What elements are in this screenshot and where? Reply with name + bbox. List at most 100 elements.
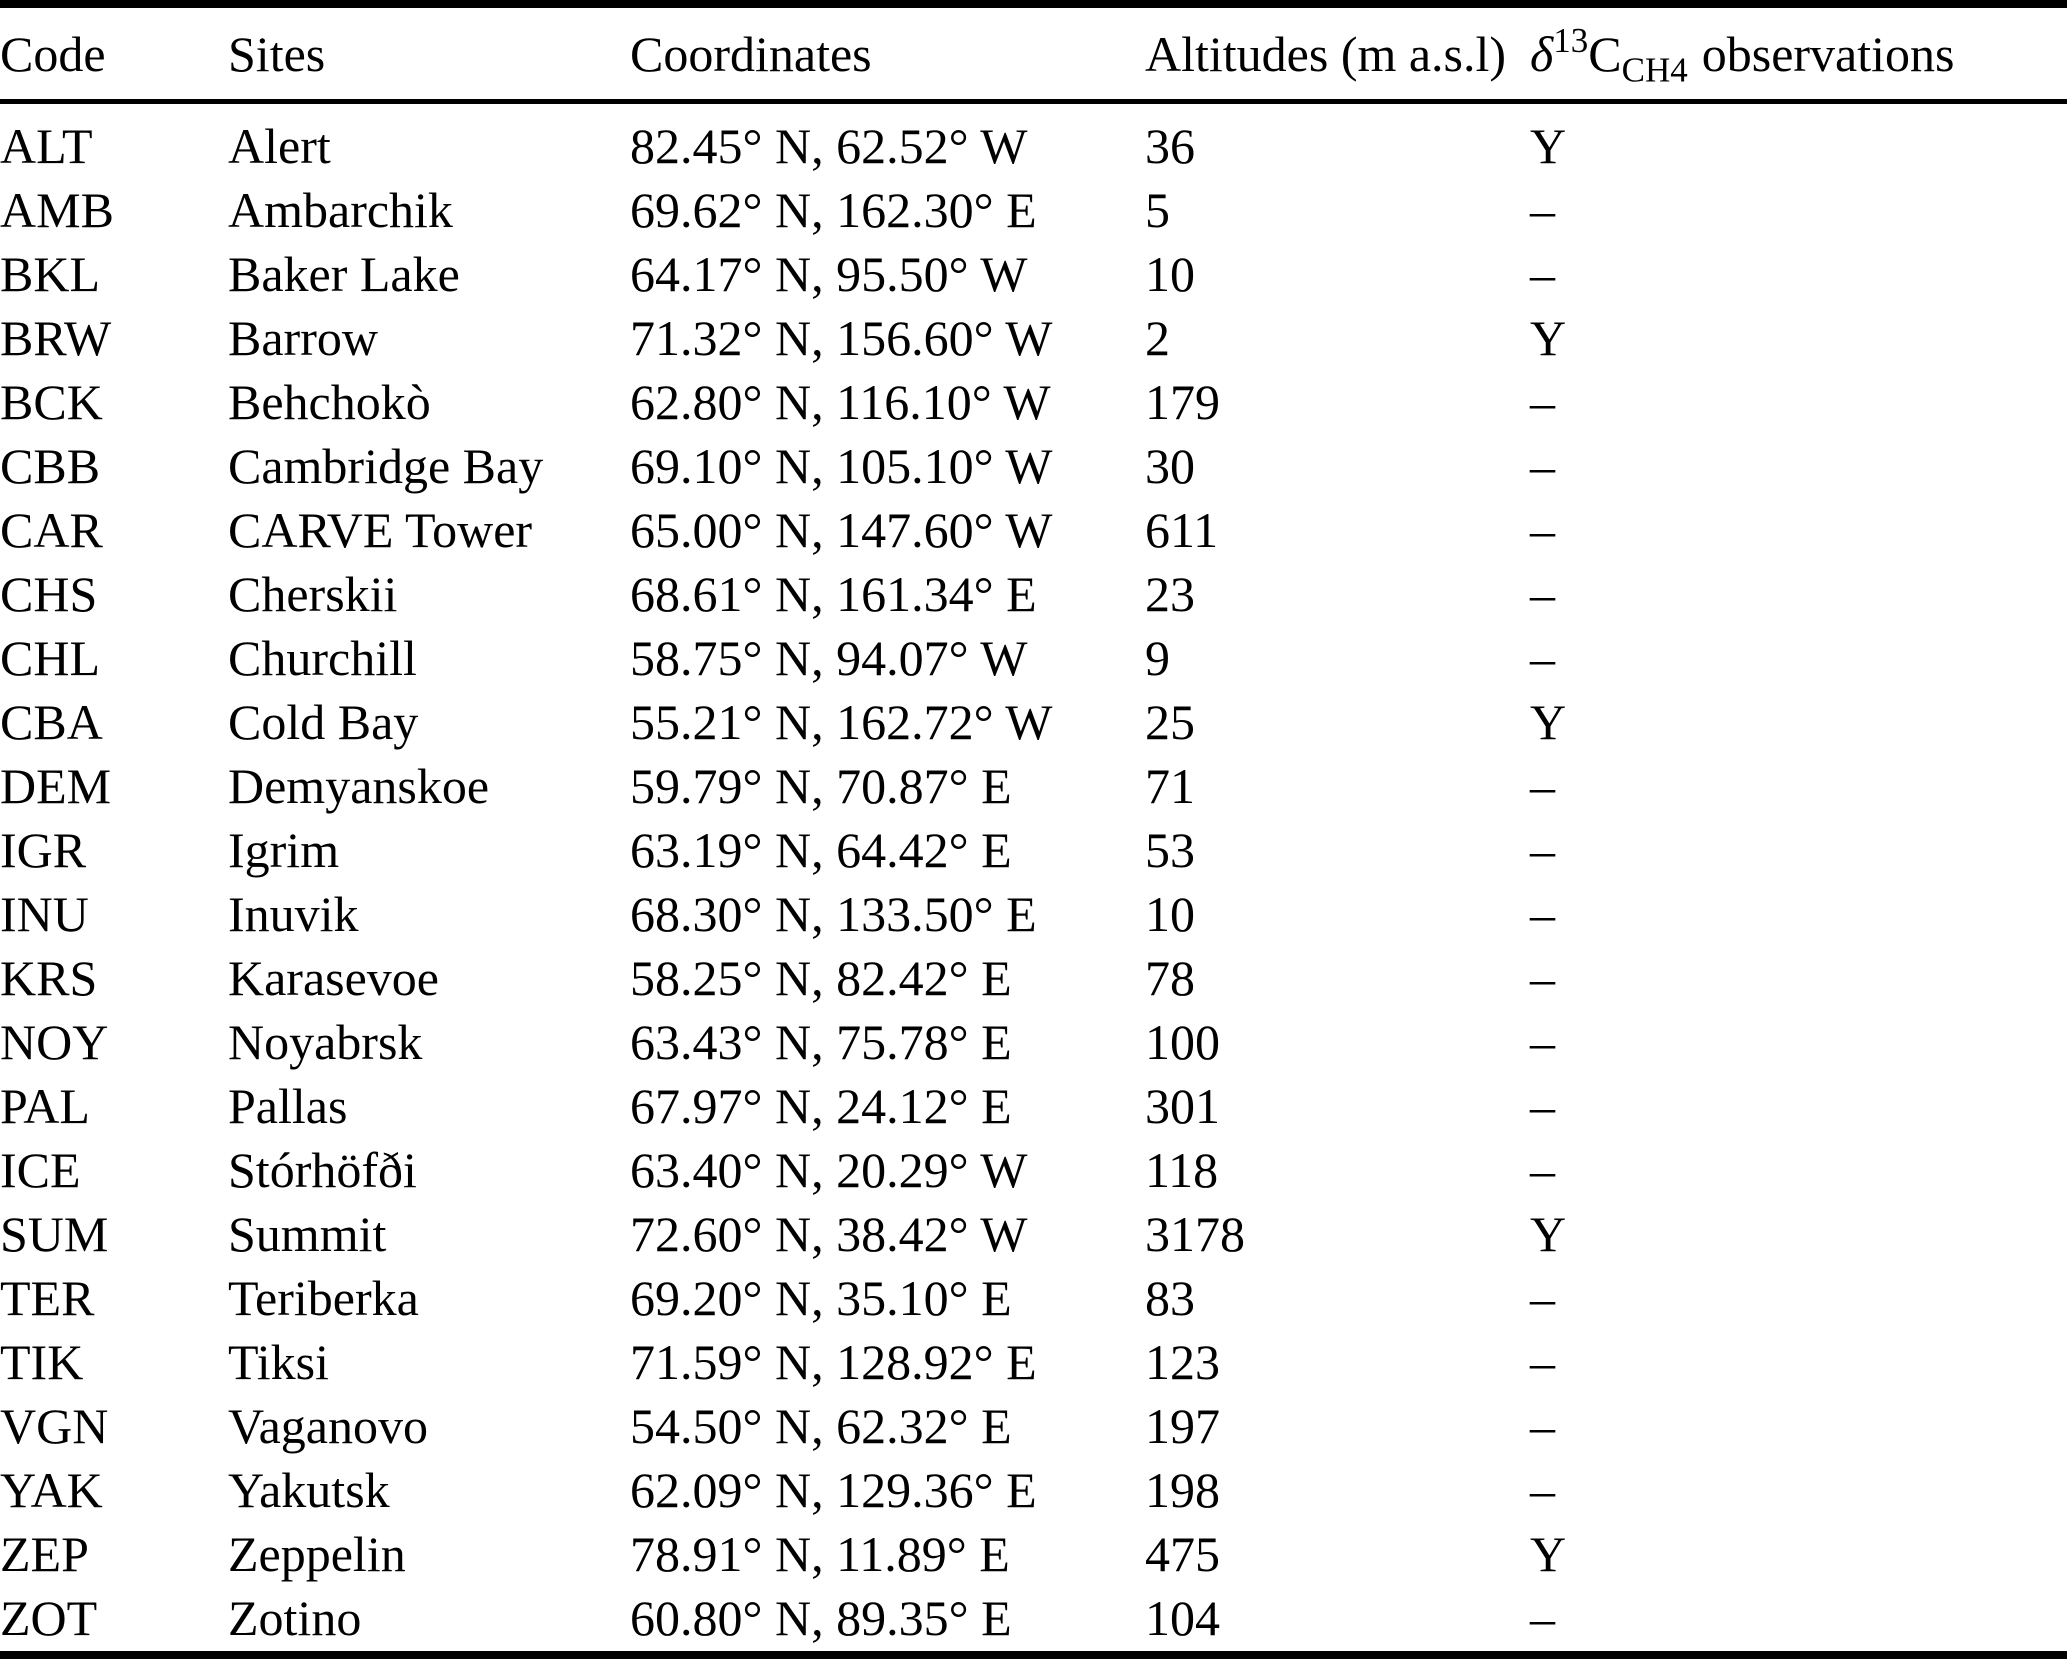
observation-cell: – <box>1530 950 1555 1006</box>
observation-cell: – <box>1530 374 1555 430</box>
site-cell: Stórhöfði <box>228 1142 417 1198</box>
table-row: BKL Baker Lake 64.17° N, 95.50° W 10 – <box>0 242 2067 306</box>
table-row: AMB Ambarchik 69.62° N, 162.30° E 5 – <box>0 178 2067 242</box>
observation-cell: – <box>1530 566 1555 622</box>
site-cell: Teriberka <box>228 1270 419 1326</box>
observation-cell: Y <box>1530 118 1567 174</box>
observation-cell: – <box>1530 630 1555 686</box>
delta-symbol: δ <box>1530 25 1554 82</box>
site-cell: Zeppelin <box>228 1526 406 1582</box>
table-row: CAR CARVE Tower 65.00° N, 147.60° W 611 … <box>0 498 2067 562</box>
site-cell: Yakutsk <box>228 1462 390 1518</box>
altitude-cell: 475 <box>1145 1526 1220 1582</box>
coordinates-cell: 58.75° N, 94.07° W <box>630 630 1028 686</box>
observation-cell: – <box>1530 1270 1555 1326</box>
site-cell: Pallas <box>228 1078 348 1134</box>
code-cell: TER <box>0 1270 95 1326</box>
column-header-coordinates: Coordinates <box>630 8 1145 104</box>
observation-cell: – <box>1530 246 1555 302</box>
altitude-cell: 198 <box>1145 1462 1220 1518</box>
table-row: CHS Cherskii 68.61° N, 161.34° E 23 – <box>0 562 2067 626</box>
isotope-13-superscript: 13 <box>1553 20 1589 60</box>
code-cell: NOY <box>0 1014 109 1070</box>
observation-cell: Y <box>1530 1206 1567 1262</box>
table-header: Code Sites Coordinates Altitudes (m a.s.… <box>0 8 2067 104</box>
code-cell: ICE <box>0 1142 81 1198</box>
altitude-cell: 78 <box>1145 950 1195 1006</box>
altitude-cell: 83 <box>1145 1270 1195 1326</box>
site-cell: Igrim <box>228 822 340 878</box>
code-cell: PAL <box>0 1078 90 1134</box>
coordinates-cell: 68.30° N, 133.50° E <box>630 886 1037 942</box>
altitude-cell: 104 <box>1145 1590 1220 1646</box>
site-cell: Demyanskoe <box>228 758 490 814</box>
altitude-cell: 197 <box>1145 1398 1220 1454</box>
coordinates-cell: 60.80° N, 89.35° E <box>630 1590 1012 1646</box>
altitude-cell: 9 <box>1145 630 1170 686</box>
site-cell: Noyabrsk <box>228 1014 423 1070</box>
code-cell: TIK <box>0 1334 84 1390</box>
site-cell: Cambridge Bay <box>228 438 544 494</box>
altitude-cell: 611 <box>1145 502 1219 558</box>
altitude-cell: 71 <box>1145 758 1195 814</box>
code-cell: ALT <box>0 118 93 174</box>
site-cell: Cold Bay <box>228 694 419 750</box>
code-cell: ZOT <box>0 1590 98 1646</box>
coordinates-cell: 64.17° N, 95.50° W <box>630 246 1028 302</box>
table-row: VGN Vaganovo 54.50° N, 62.32° E 197 – <box>0 1394 2067 1458</box>
site-cell: Baker Lake <box>228 246 460 302</box>
coordinates-cell: 71.32° N, 156.60° W <box>630 310 1053 366</box>
altitude-cell: 10 <box>1145 886 1195 942</box>
altitude-cell: 2 <box>1145 310 1170 366</box>
observation-cell: – <box>1530 182 1555 238</box>
column-header-sites: Sites <box>228 8 630 104</box>
table-row: TIK Tiksi 71.59° N, 128.92° E 123 – <box>0 1330 2067 1394</box>
observation-cell: – <box>1530 1142 1555 1198</box>
observation-cell: – <box>1530 1590 1555 1646</box>
site-cell: CARVE Tower <box>228 502 533 558</box>
code-cell: IGR <box>0 822 87 878</box>
observation-cell: – <box>1530 1334 1555 1390</box>
observation-cell: Y <box>1530 310 1567 366</box>
altitude-cell: 25 <box>1145 694 1195 750</box>
table-row: DEM Demyanskoe 59.79° N, 70.87° E 71 – <box>0 754 2067 818</box>
table-row: INU Inuvik 68.30° N, 133.50° E 10 – <box>0 882 2067 946</box>
coordinates-cell: 69.62° N, 162.30° E <box>630 182 1037 238</box>
code-cell: KRS <box>0 950 98 1006</box>
table-row: IGR Igrim 63.19° N, 64.42° E 53 – <box>0 818 2067 882</box>
altitude-cell: 36 <box>1145 118 1195 174</box>
code-cell: SUM <box>0 1206 109 1262</box>
observation-cell: Y <box>1530 694 1567 750</box>
coordinates-cell: 63.19° N, 64.42° E <box>630 822 1012 878</box>
coordinates-cell: 63.43° N, 75.78° E <box>630 1014 1012 1070</box>
altitude-cell: 3178 <box>1145 1206 1245 1262</box>
observation-cell: – <box>1530 502 1555 558</box>
table-row: TER Teriberka 69.20° N, 35.10° E 83 – <box>0 1266 2067 1330</box>
code-cell: CBA <box>0 694 103 750</box>
table-row: ALT Alert 82.45° N, 62.52° W 36 Y <box>0 102 2067 179</box>
coordinates-cell: 59.79° N, 70.87° E <box>630 758 1012 814</box>
site-cell: Ambarchik <box>228 182 453 238</box>
table-row: CBB Cambridge Bay 69.10° N, 105.10° W 30… <box>0 434 2067 498</box>
table-row: PAL Pallas 67.97° N, 24.12° E 301 – <box>0 1074 2067 1138</box>
altitude-cell: 53 <box>1145 822 1195 878</box>
table-row: BCK Behchokò 62.80° N, 116.10° W 179 – <box>0 370 2067 434</box>
site-cell: Tiksi <box>228 1334 330 1390</box>
code-cell: BKL <box>0 246 100 302</box>
observation-cell: – <box>1530 1398 1555 1454</box>
coordinates-cell: 58.25° N, 82.42° E <box>630 950 1012 1006</box>
site-cell: Summit <box>228 1206 387 1262</box>
coordinates-cell: 63.40° N, 20.29° W <box>630 1142 1028 1198</box>
code-cell: DEM <box>0 758 112 814</box>
coordinates-cell: 71.59° N, 128.92° E <box>630 1334 1037 1390</box>
altitude-cell: 23 <box>1145 566 1195 622</box>
code-cell: CHS <box>0 566 98 622</box>
code-cell: CAR <box>0 502 103 558</box>
code-cell: INU <box>0 886 89 942</box>
carbon-element-symbol: C <box>1588 25 1622 82</box>
coordinates-cell: 78.91° N, 11.89° E <box>630 1526 1010 1582</box>
code-cell: CBB <box>0 438 101 494</box>
site-cell: Churchill <box>228 630 417 686</box>
sites-table: Code Sites Coordinates Altitudes (m a.s.… <box>0 8 2067 1650</box>
altitude-cell: 301 <box>1145 1078 1220 1134</box>
